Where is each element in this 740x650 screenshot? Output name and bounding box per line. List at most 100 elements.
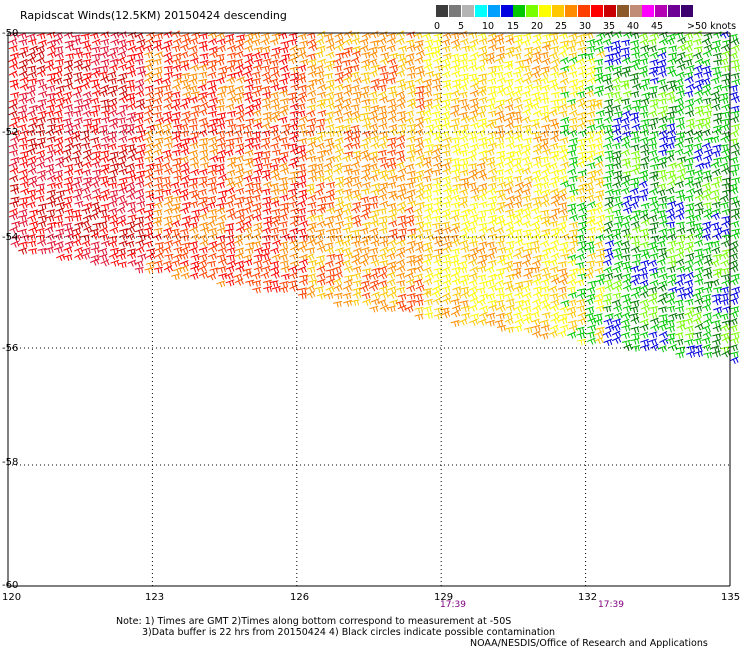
wind-barb — [575, 175, 585, 183]
wind-barb — [504, 202, 514, 210]
wind-barb — [513, 134, 524, 142]
wind-barb — [387, 286, 397, 294]
wind-barb — [684, 76, 694, 84]
wind-barb — [243, 53, 253, 60]
wind-barb — [317, 149, 327, 157]
wind-barb — [702, 170, 711, 178]
wind-barb — [190, 104, 200, 112]
wind-barb — [701, 116, 711, 124]
wind-barb — [674, 57, 684, 65]
wind-barb — [676, 174, 686, 182]
wind-barb — [379, 246, 389, 255]
wind-barb — [188, 117, 198, 125]
wind-barb — [297, 181, 307, 189]
wind-barb — [350, 71, 360, 79]
wind-barb — [486, 226, 496, 234]
wind-barb — [89, 110, 99, 118]
wind-barb — [675, 207, 685, 215]
wind-barb — [180, 272, 190, 280]
wind-barb — [26, 96, 36, 105]
wind-barb — [631, 241, 641, 248]
wind-barb — [179, 79, 189, 87]
wind-barb — [622, 298, 632, 306]
wind-barb — [352, 265, 362, 273]
wind-barb — [576, 144, 586, 152]
wind-barb — [269, 91, 279, 99]
wind-barb — [361, 130, 371, 138]
wind-barb — [396, 265, 406, 273]
wind-barb — [666, 80, 676, 87]
wind-barb — [343, 89, 353, 97]
wind-barb — [569, 78, 579, 86]
wind-barb — [485, 103, 495, 111]
wind-barb — [621, 56, 631, 65]
wind-barb — [630, 39, 639, 47]
wind-barb — [550, 91, 560, 99]
wind-barb — [585, 219, 596, 227]
wind-barb — [667, 278, 677, 287]
wind-barb — [567, 149, 577, 157]
colorbar-label: 0 — [434, 21, 441, 32]
wind-barb — [512, 252, 523, 260]
wind-barb — [396, 193, 406, 201]
wind-barb — [531, 318, 541, 326]
wind-barb — [278, 162, 288, 170]
wind-barb — [630, 45, 640, 54]
wind-barb — [395, 300, 405, 308]
wind-barb — [242, 70, 252, 78]
wind-barb — [701, 121, 711, 130]
wind-barb — [350, 64, 360, 72]
wind-barb — [549, 304, 559, 312]
wind-barb — [586, 38, 595, 46]
wind-barb — [126, 251, 137, 260]
wind-barb — [244, 37, 254, 46]
wind-barb — [729, 265, 739, 273]
wind-barb — [441, 122, 451, 130]
wind-barb — [512, 52, 522, 60]
wind-barb — [26, 137, 36, 145]
wind-barb — [441, 39, 451, 47]
wind-barb — [271, 253, 281, 261]
wind-barb — [449, 110, 459, 118]
wind-barb — [694, 350, 703, 358]
wind-barb — [504, 63, 514, 71]
wind-barb — [441, 143, 451, 151]
wind-barb — [279, 260, 289, 268]
wind-barb — [620, 180, 630, 188]
wind-barb — [62, 222, 72, 230]
wind-barb — [108, 252, 118, 261]
wind-barb — [675, 312, 685, 320]
wind-barb — [10, 187, 20, 195]
wind-barb — [53, 141, 64, 150]
wind-barb — [449, 124, 460, 131]
wind-barb — [712, 325, 722, 333]
wind-barb — [91, 175, 101, 183]
wind-barb — [668, 45, 678, 53]
wind-barb — [702, 254, 712, 262]
wind-barb — [568, 324, 578, 333]
wind-barb — [134, 58, 144, 66]
wind-barb — [134, 260, 144, 268]
wind-barb — [468, 64, 478, 72]
wind-barb — [413, 32, 423, 40]
wind-barb — [450, 143, 461, 151]
wind-barb — [567, 331, 577, 339]
wind-barb — [226, 59, 236, 67]
wind-barb — [163, 51, 173, 60]
wind-barb — [261, 122, 271, 130]
wind-barb — [144, 51, 153, 59]
wind-barb — [288, 161, 298, 169]
wind-barb — [287, 280, 297, 287]
wind-barb — [386, 77, 396, 85]
wind-barb — [37, 220, 46, 228]
wind-barb — [216, 91, 226, 99]
wind-barb — [559, 324, 569, 332]
wind-barb — [190, 254, 200, 262]
wind-barb — [54, 51, 64, 60]
wind-barb — [280, 265, 290, 273]
wind-barb — [377, 142, 387, 150]
wind-barb — [325, 102, 335, 111]
wind-barb — [711, 195, 721, 203]
wind-barb — [323, 162, 333, 170]
wind-barb — [684, 90, 694, 98]
